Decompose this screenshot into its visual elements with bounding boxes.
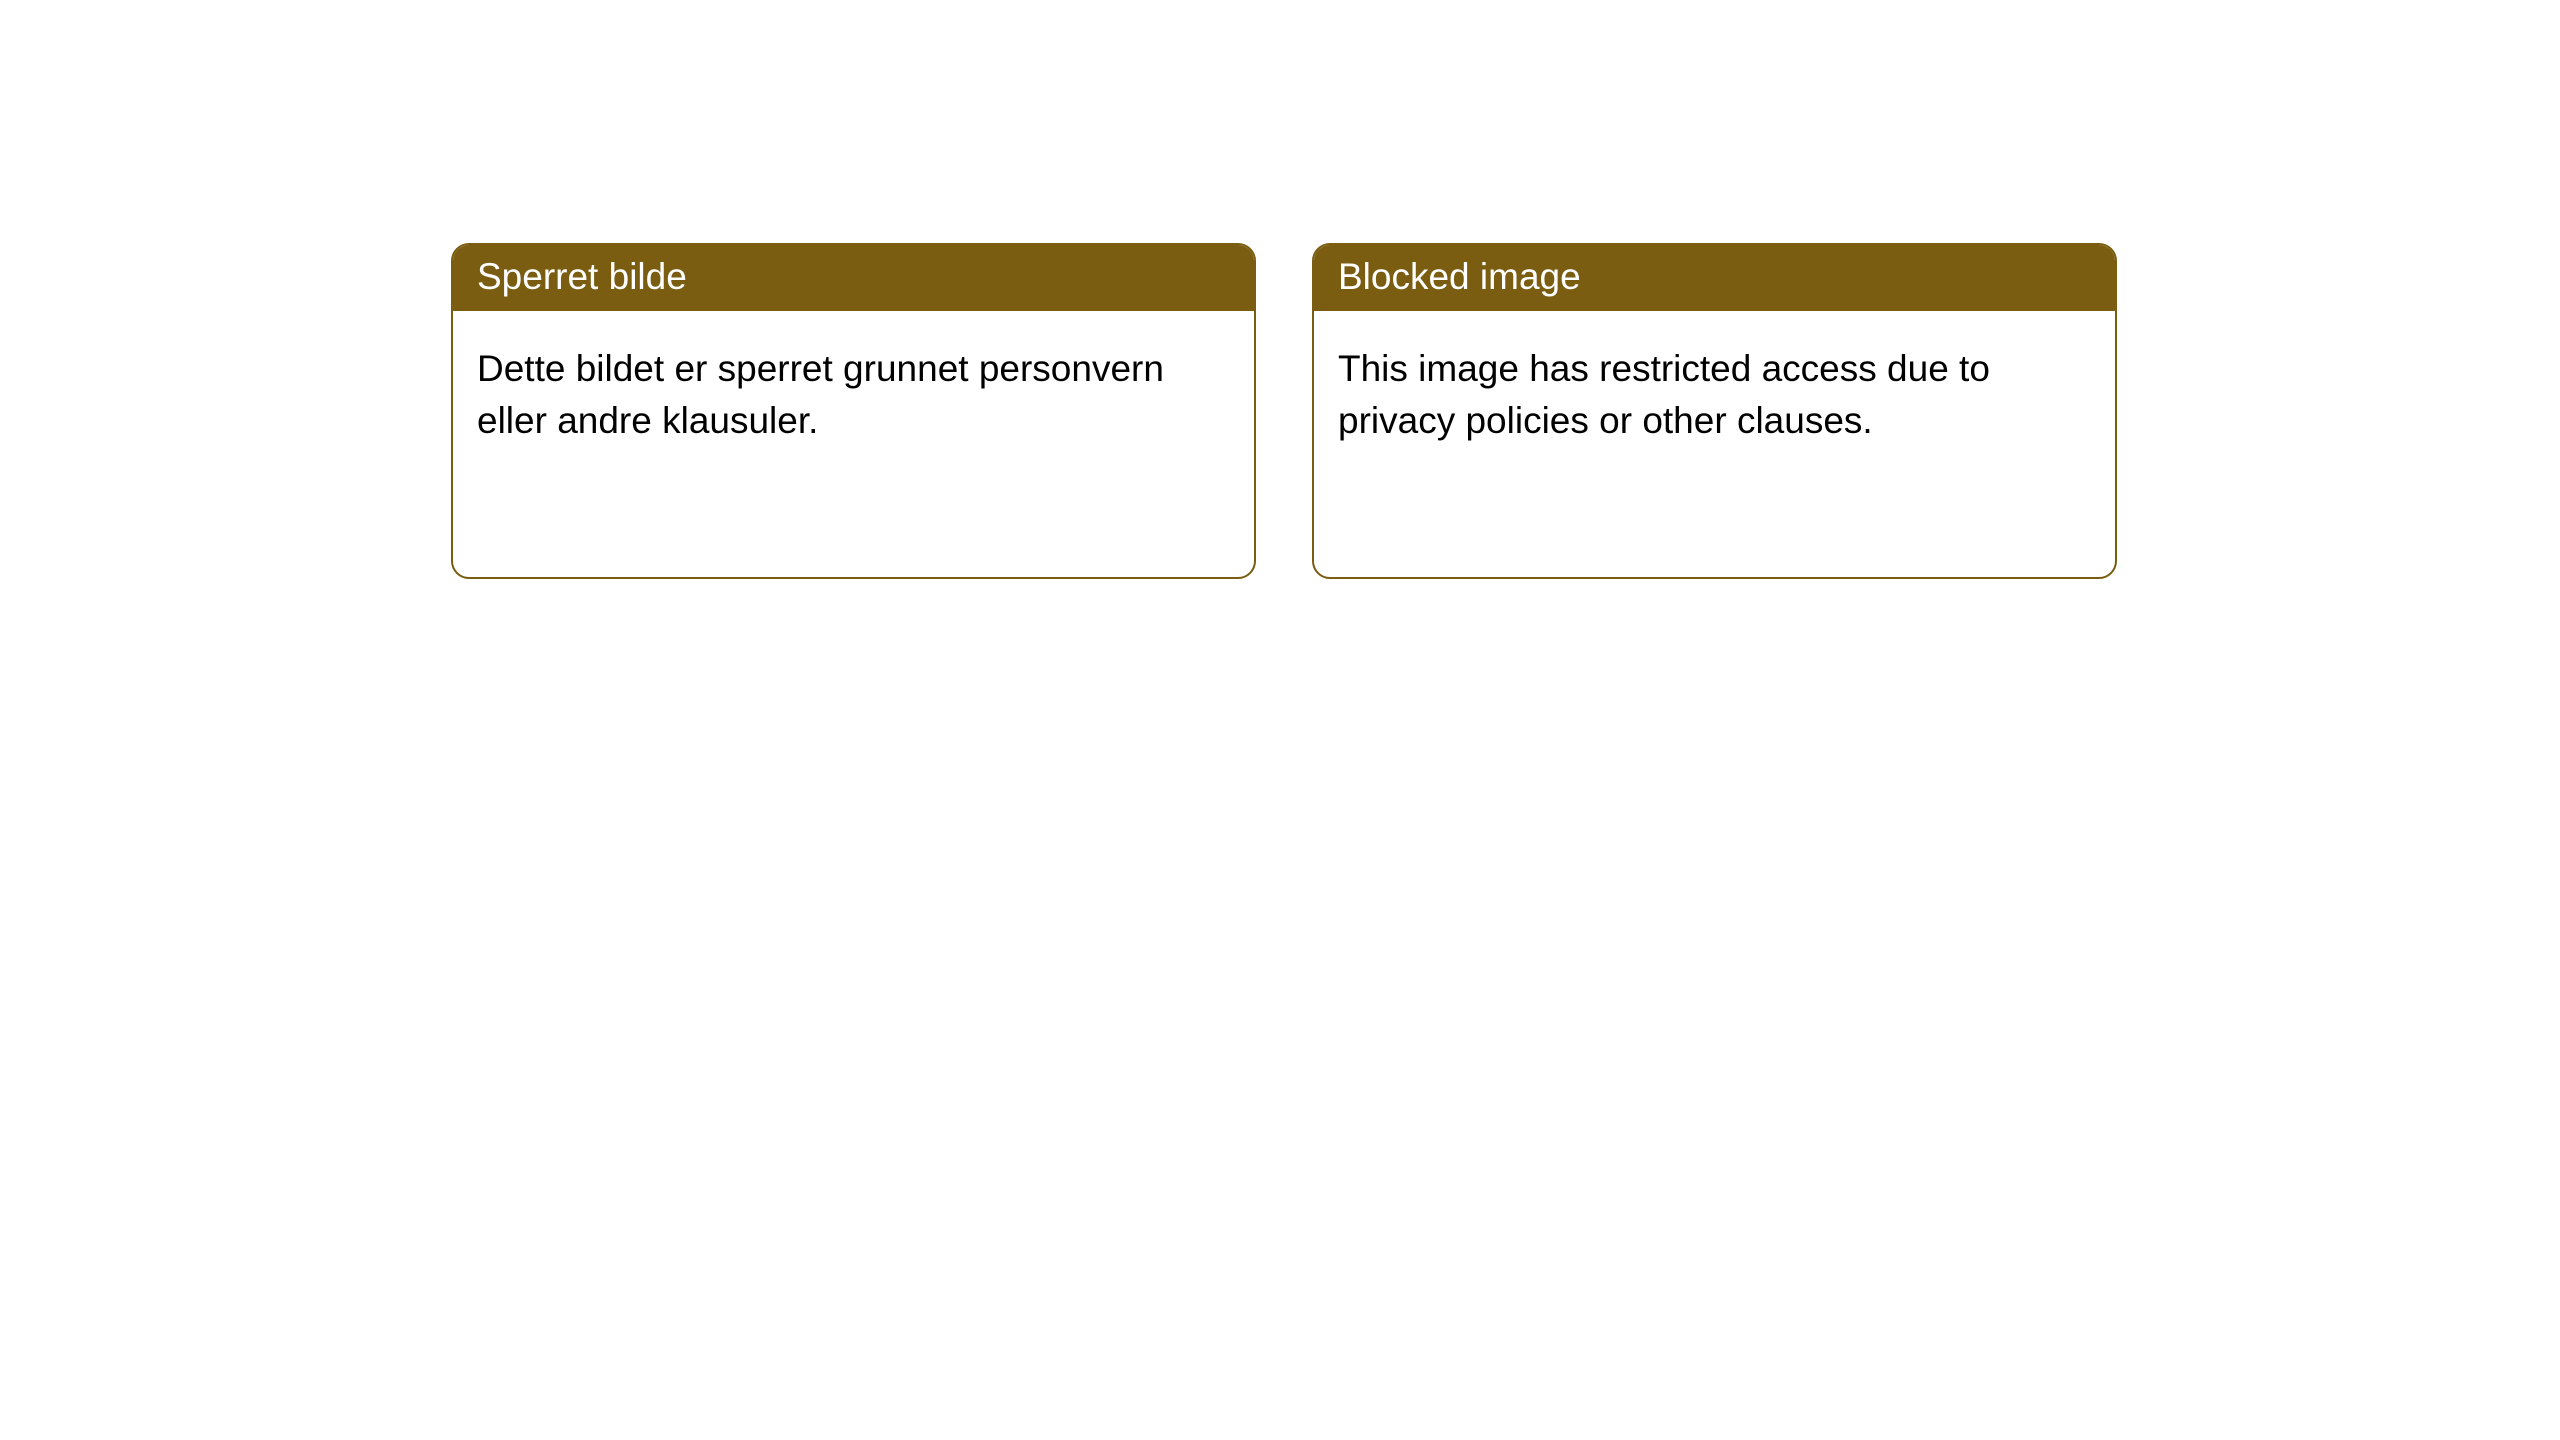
card-title-no: Sperret bilde: [477, 256, 687, 297]
card-title-en: Blocked image: [1338, 256, 1581, 297]
card-body-no: Dette bildet er sperret grunnet personve…: [453, 311, 1254, 479]
card-header-no: Sperret bilde: [453, 245, 1254, 311]
notice-container: Sperret bilde Dette bildet er sperret gr…: [0, 0, 2560, 579]
blocked-image-card-no: Sperret bilde Dette bildet er sperret gr…: [451, 243, 1256, 579]
card-message-en: This image has restricted access due to …: [1338, 348, 1990, 441]
card-body-en: This image has restricted access due to …: [1314, 311, 2115, 479]
blocked-image-card-en: Blocked image This image has restricted …: [1312, 243, 2117, 579]
card-message-no: Dette bildet er sperret grunnet personve…: [477, 348, 1164, 441]
card-header-en: Blocked image: [1314, 245, 2115, 311]
